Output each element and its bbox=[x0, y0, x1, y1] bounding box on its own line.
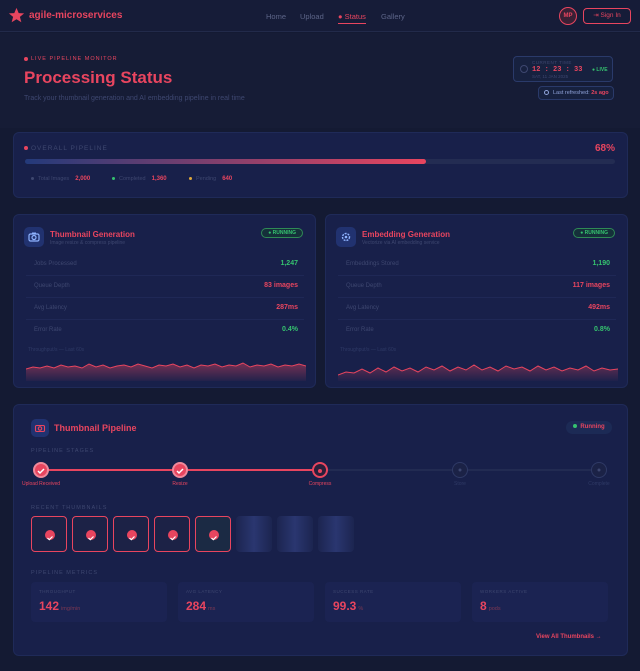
last-refreshed[interactable]: Last refreshed: 2s ago bbox=[538, 86, 614, 100]
live-dot-icon bbox=[24, 56, 28, 61]
avatar[interactable]: MP bbox=[559, 7, 577, 25]
stage-node bbox=[33, 462, 49, 478]
clock-icon bbox=[520, 65, 528, 73]
thumbnail-placeholder bbox=[236, 516, 272, 552]
stage-node bbox=[591, 462, 607, 478]
thumbnail-tile[interactable] bbox=[31, 516, 67, 552]
check-icon bbox=[176, 468, 184, 475]
overall-pipeline-card: OVERALL PIPELINE 68% Total Images 2,000 C… bbox=[13, 132, 628, 198]
sparkline-label: Throughput/s — Last 60s bbox=[28, 347, 85, 353]
pipeline-status-badge: Running bbox=[566, 421, 612, 434]
metric-throughput: THROUGHPUT 142 img/min bbox=[31, 582, 167, 622]
check-icon bbox=[45, 530, 55, 541]
nav-link-gallery[interactable]: Gallery bbox=[381, 12, 405, 21]
check-icon bbox=[127, 530, 137, 541]
stage-label: Upload Received bbox=[21, 481, 61, 487]
panel-subtitle: Image resize & compress pipeline bbox=[50, 240, 126, 246]
metric-row: Jobs Processed 1,247 bbox=[26, 254, 304, 276]
stages-section-label: PIPELINE STAGES bbox=[31, 448, 95, 454]
dot-icon bbox=[458, 468, 462, 472]
clock-widget: CURRENT TIME 12 : 23 : 33 SAT, 11 JAN 20… bbox=[513, 56, 613, 82]
nav-link-home[interactable]: Home bbox=[266, 12, 287, 21]
clock-label: CURRENT TIME bbox=[532, 60, 572, 65]
metric-row: Error Rate 0.8% bbox=[346, 326, 610, 333]
stat-total: Total Images 2,000 bbox=[31, 176, 90, 182]
metric-success-rate: SUCCESS RATE 99.3% bbox=[325, 582, 461, 622]
recent-thumbnails-label: RECENT THUMBNAILS bbox=[31, 505, 108, 511]
page-title: Processing Status bbox=[24, 68, 173, 87]
metrics-section-label: PIPELINE METRICS bbox=[31, 570, 99, 576]
thumbnail-tile[interactable] bbox=[154, 516, 190, 552]
refresh-icon bbox=[544, 90, 549, 95]
pipeline-title: Thumbnail Pipeline bbox=[54, 423, 137, 433]
thumbnail-tile[interactable] bbox=[195, 516, 231, 552]
stage-label: Store bbox=[454, 481, 466, 487]
overall-label: OVERALL PIPELINE bbox=[24, 145, 108, 152]
panel-title: Thumbnail Generation bbox=[50, 230, 135, 239]
status-dot-icon bbox=[573, 424, 578, 429]
metric-row: Embeddings Stored 1,190 bbox=[338, 254, 616, 276]
view-all-thumbnails-link[interactable]: View All Thumbnails → bbox=[536, 634, 602, 640]
stat-dot-icon bbox=[31, 177, 34, 181]
stage-label: Compress bbox=[308, 481, 332, 487]
logo-icon bbox=[8, 7, 25, 23]
throughput-sparkline bbox=[26, 362, 306, 381]
thumbnail-tile[interactable] bbox=[113, 516, 149, 552]
panel-subtitle: Vectorize via AI embedding service bbox=[362, 240, 440, 246]
gear-icon bbox=[336, 227, 356, 247]
thumbnail-generation-panel: Thumbnail Generation Image resize & comp… bbox=[13, 214, 316, 388]
metric-latency: AVG LATENCY 284 ms bbox=[178, 582, 314, 622]
check-icon bbox=[37, 468, 45, 475]
camera-icon bbox=[24, 227, 44, 247]
metric-row: Queue Depth 83 images bbox=[26, 276, 304, 298]
thumbnail-tile[interactable] bbox=[72, 516, 108, 552]
brand-name[interactable]: agile-microservices bbox=[29, 10, 123, 21]
status-dot-icon bbox=[24, 146, 28, 151]
clock-live-badge: ● LIVE bbox=[592, 67, 608, 73]
nav-link-status[interactable]: ● Status bbox=[338, 12, 366, 24]
thumbnail-placeholder bbox=[318, 516, 354, 552]
dot-icon bbox=[318, 469, 322, 473]
thumbnail-pipeline-card: Thumbnail Pipeline Running PIPELINE STAG… bbox=[13, 404, 628, 656]
stage-node bbox=[452, 462, 468, 478]
embedding-generation-panel: Embedding Generation Vectorize via AI em… bbox=[325, 214, 628, 388]
top-nav: agile-microservices Home Upload ● Status… bbox=[0, 0, 640, 32]
stat-pending: Pending 640 bbox=[189, 176, 232, 182]
check-icon bbox=[209, 530, 219, 541]
nav-link-upload[interactable]: Upload bbox=[300, 12, 324, 21]
overall-percent: 68% bbox=[594, 143, 615, 154]
throughput-sparkline bbox=[338, 364, 618, 381]
metric-row: Queue Depth 117 images bbox=[338, 276, 616, 298]
metric-row: Avg Latency 492ms bbox=[338, 298, 616, 320]
metric-workers: WORKERS ACTIVE 8 pods bbox=[472, 582, 608, 622]
running-badge: ● RUNNING bbox=[573, 228, 615, 238]
stat-completed: Completed 1,360 bbox=[112, 176, 167, 182]
clock-date: SAT, 11 JAN 2025 bbox=[532, 74, 569, 79]
sign-in-button[interactable]: ⇥ Sign In bbox=[583, 8, 631, 24]
check-icon bbox=[86, 530, 96, 541]
stage-label: Complete bbox=[588, 481, 610, 487]
panel-title: Embedding Generation bbox=[362, 230, 451, 239]
stat-dot-icon bbox=[112, 177, 115, 181]
stage-node bbox=[172, 462, 188, 478]
sparkline-label: Throughput/s — Last 60s bbox=[340, 347, 397, 353]
metric-row: Error Rate 0.4% bbox=[34, 326, 298, 333]
stat-dot-icon bbox=[189, 177, 192, 181]
check-icon bbox=[168, 530, 178, 541]
thumbnail-placeholder bbox=[277, 516, 313, 552]
metric-row: Avg Latency 287ms bbox=[26, 298, 304, 320]
dot-icon bbox=[597, 468, 601, 472]
clock-time: 12 : 23 : 33 bbox=[532, 66, 583, 74]
overall-progress-fill bbox=[25, 159, 427, 164]
stage-label: Resize bbox=[172, 481, 188, 487]
overall-progress-bar bbox=[25, 159, 615, 164]
page-subtitle: Track your thumbnail generation and AI e… bbox=[24, 95, 245, 102]
stage-node bbox=[312, 462, 328, 478]
camera-icon bbox=[31, 419, 49, 437]
live-monitor-tag: LIVE PIPELINE MONITOR bbox=[24, 56, 118, 62]
running-badge: ● RUNNING bbox=[261, 228, 303, 238]
